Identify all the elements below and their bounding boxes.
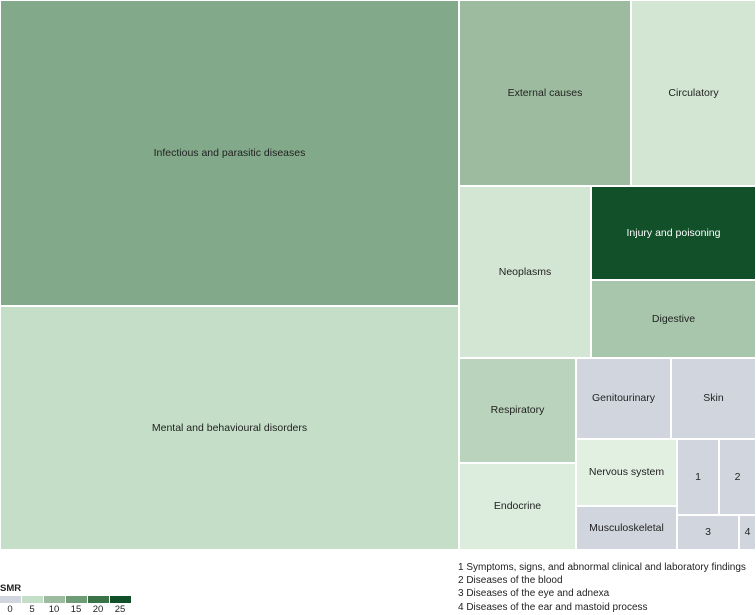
treemap-cell: Respiratory	[459, 358, 576, 463]
treemap-cell: Injury and poisoning	[591, 186, 756, 280]
treemap-cell: 2	[719, 439, 756, 515]
legend-tick-label: 20	[92, 604, 104, 615]
treemap-cell: 4	[739, 515, 756, 550]
legend-swatch	[66, 596, 87, 603]
legend-swatch	[44, 596, 65, 603]
legend-tick-label: 10	[48, 604, 60, 615]
treemap-cell: Digestive	[591, 280, 756, 358]
legend-swatch	[88, 596, 109, 603]
treemap-cell: Endocrine	[459, 463, 576, 550]
footnotes: 1 Symptoms, signs, and abnormal clinical…	[458, 561, 756, 614]
legend-swatch	[22, 596, 43, 603]
legend-tick-label: 25	[114, 604, 126, 615]
treemap-cell: Skin	[671, 358, 756, 439]
legend-swatch	[0, 596, 21, 603]
treemap-cell: Neoplasms	[459, 186, 591, 358]
footnote-2: 2 Diseases of the blood	[458, 575, 563, 587]
smr-legend: SMR 0 5 10 15 20 25	[0, 583, 140, 615]
legend-swatch	[110, 596, 131, 603]
legend-tick-label: 15	[70, 604, 82, 615]
treemap-cell: Infectious and parasitic diseases	[0, 0, 459, 306]
footnote-1: 1 Symptoms, signs, and abnormal clinical…	[458, 562, 746, 573]
treemap-cell: 3	[677, 515, 739, 550]
legend-tick-label: 5	[29, 604, 35, 615]
legend-title: SMR	[0, 583, 22, 594]
treemap-cell: External causes	[459, 0, 631, 186]
legend-tick-label: 0	[7, 604, 13, 615]
treemap-cell: Mental and behavioural disorders	[0, 306, 459, 550]
treemap-cell: 1	[677, 439, 719, 515]
footnote-4: 4 Diseases of the ear and mastoid proces…	[458, 601, 648, 613]
treemap-cell: Musculoskeletal	[576, 506, 677, 550]
treemap-chart: Infectious and parasitic diseases Mental …	[0, 0, 756, 550]
treemap-cell: Nervous system	[576, 439, 677, 506]
treemap-cell: Genitourinary	[576, 358, 671, 439]
footnote-3: 3 Diseases of the eye and adnexa	[458, 588, 610, 600]
treemap-cell: Circulatory	[631, 0, 756, 186]
